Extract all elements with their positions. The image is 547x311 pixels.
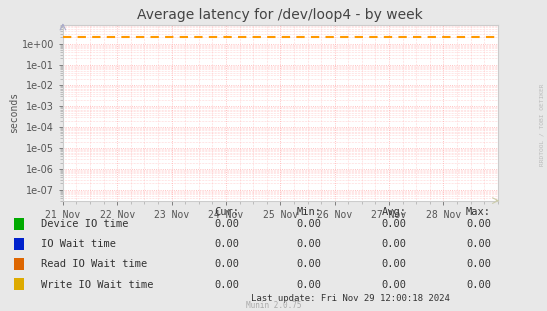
Text: 0.00: 0.00	[466, 219, 491, 229]
Text: 0.00: 0.00	[214, 219, 240, 229]
Text: IO Wait time: IO Wait time	[41, 239, 116, 249]
Text: 0.00: 0.00	[214, 280, 240, 290]
Title: Average latency for /dev/loop4 - by week: Average latency for /dev/loop4 - by week	[137, 8, 423, 22]
Text: 0.00: 0.00	[381, 259, 406, 269]
Text: Cur:: Cur:	[214, 207, 240, 217]
Text: 0.00: 0.00	[381, 239, 406, 249]
Text: Min:: Min:	[296, 207, 322, 217]
Text: 0.00: 0.00	[214, 259, 240, 269]
Text: 0.00: 0.00	[466, 239, 491, 249]
Text: 0.00: 0.00	[381, 219, 406, 229]
Text: 0.00: 0.00	[214, 239, 240, 249]
Text: Max:: Max:	[466, 207, 491, 217]
Text: 0.00: 0.00	[466, 280, 491, 290]
Text: Avg:: Avg:	[381, 207, 406, 217]
Text: 0.00: 0.00	[296, 259, 322, 269]
Text: 0.00: 0.00	[296, 219, 322, 229]
Text: 0.00: 0.00	[296, 239, 322, 249]
Text: Write IO Wait time: Write IO Wait time	[41, 280, 154, 290]
Text: Munin 2.0.75: Munin 2.0.75	[246, 301, 301, 310]
Text: Read IO Wait time: Read IO Wait time	[41, 259, 147, 269]
Text: 0.00: 0.00	[381, 280, 406, 290]
Y-axis label: seconds: seconds	[9, 92, 19, 133]
Text: Last update: Fri Nov 29 12:00:18 2024: Last update: Fri Nov 29 12:00:18 2024	[251, 294, 450, 303]
Text: 0.00: 0.00	[296, 280, 322, 290]
Text: Device IO time: Device IO time	[41, 219, 129, 229]
Text: 0.00: 0.00	[466, 259, 491, 269]
Text: RRDTOOL / TOBI OETIKER: RRDTOOL / TOBI OETIKER	[539, 83, 544, 166]
